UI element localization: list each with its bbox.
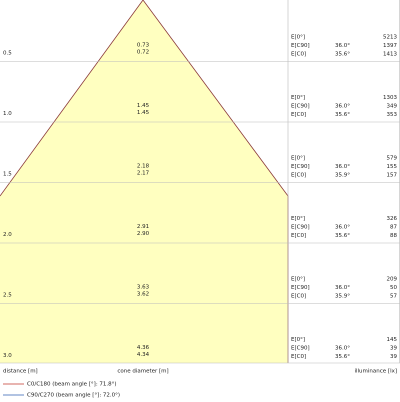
diameter-value: 2.91 <box>137 224 149 230</box>
diameter-value: 2.90 <box>137 231 150 237</box>
measure-value: 155 <box>387 164 398 170</box>
measure-label: E[0°] <box>291 95 305 101</box>
measure-label: E[0°] <box>291 156 305 162</box>
cone <box>0 0 288 363</box>
diameter-value: 1.45 <box>137 110 150 116</box>
measure-value: 1397 <box>383 43 397 49</box>
measure-value: 157 <box>387 173 398 179</box>
measure-label: E[C0] <box>291 294 306 300</box>
distance-label: 0.5 <box>3 51 12 57</box>
measure-value: 353 <box>387 112 398 118</box>
diameter-value: 2.18 <box>137 164 150 170</box>
measure-label: E[0°] <box>291 277 305 283</box>
distance-label: 2.0 <box>3 232 12 238</box>
measure-label: E[C90] <box>291 285 310 291</box>
footer-distance: distance [m] <box>3 369 38 375</box>
measure-label: E[C90] <box>291 43 310 49</box>
measure-value: 1413 <box>383 52 397 58</box>
measure-label: E[C0] <box>291 233 306 239</box>
measure-label: E[C90] <box>291 104 310 110</box>
measure-angle: 35.6° <box>335 52 350 58</box>
diameter-value: 1.45 <box>137 103 150 109</box>
distance-label: 1.0 <box>3 111 12 117</box>
distance-label: 3.0 <box>3 353 12 359</box>
measure-label: E[0°] <box>291 337 305 343</box>
legend-label: C90/C270 (beam angle [°]: 72.0°) <box>27 393 120 399</box>
measure-angle: 36.0° <box>335 346 350 352</box>
measure-value: 145 <box>387 337 398 343</box>
diameter-value: 3.63 <box>137 285 150 291</box>
measure-label: E[0°] <box>291 216 305 222</box>
measure-angle: 35.9° <box>335 173 350 179</box>
footer-diameter: cone diameter [m] <box>117 369 168 375</box>
diameter-value: 4.36 <box>137 345 150 351</box>
measure-angle: 35.6° <box>335 233 350 239</box>
measure-value: 39 <box>390 346 397 352</box>
measure-label: E[0°] <box>291 35 305 41</box>
measure-angle: 35.6° <box>335 354 350 360</box>
measure-value: 209 <box>387 277 398 283</box>
diameter-value: 2.17 <box>137 171 150 177</box>
measure-label: E[C90] <box>291 346 310 352</box>
measure-angle: 35.6° <box>335 112 350 118</box>
diameter-value: 4.34 <box>137 352 150 358</box>
diameter-value: 0.73 <box>137 43 150 49</box>
measure-value: 50 <box>390 285 397 291</box>
measure-value: 349 <box>387 104 398 110</box>
measure-label: E[C90] <box>291 225 310 231</box>
measure-angle: 36.0° <box>335 285 350 291</box>
measure-value: 326 <box>387 216 398 222</box>
measure-value: 57 <box>390 294 397 300</box>
measure-label: E[C0] <box>291 52 306 58</box>
measure-angle: 36.0° <box>335 43 350 49</box>
measure-value: 1303 <box>383 95 397 101</box>
distance-label: 1.5 <box>3 172 12 178</box>
measure-value: 39 <box>390 354 397 360</box>
measure-angle: 35.9° <box>335 294 350 300</box>
diameter-value: 0.72 <box>137 50 149 56</box>
measure-angle: 36.0° <box>335 104 350 110</box>
measure-angle: 36.0° <box>335 164 350 170</box>
distance-label: 2.5 <box>3 293 12 299</box>
measure-label: E[C0] <box>291 354 306 360</box>
measure-label: E[C90] <box>291 164 310 170</box>
measure-value: 5213 <box>383 35 397 41</box>
footer-illuminance: illuminance [lx] <box>354 369 397 375</box>
measure-value: 87 <box>390 225 397 231</box>
measure-value: 579 <box>387 156 398 162</box>
legend-label: C0/C180 (beam angle [°]: 71.8°) <box>27 382 117 388</box>
measure-value: 88 <box>390 233 397 239</box>
measure-label: E[C0] <box>291 112 306 118</box>
diameter-value: 3.62 <box>137 292 149 298</box>
measure-label: E[C0] <box>291 173 306 179</box>
measure-angle: 36.0° <box>335 225 350 231</box>
